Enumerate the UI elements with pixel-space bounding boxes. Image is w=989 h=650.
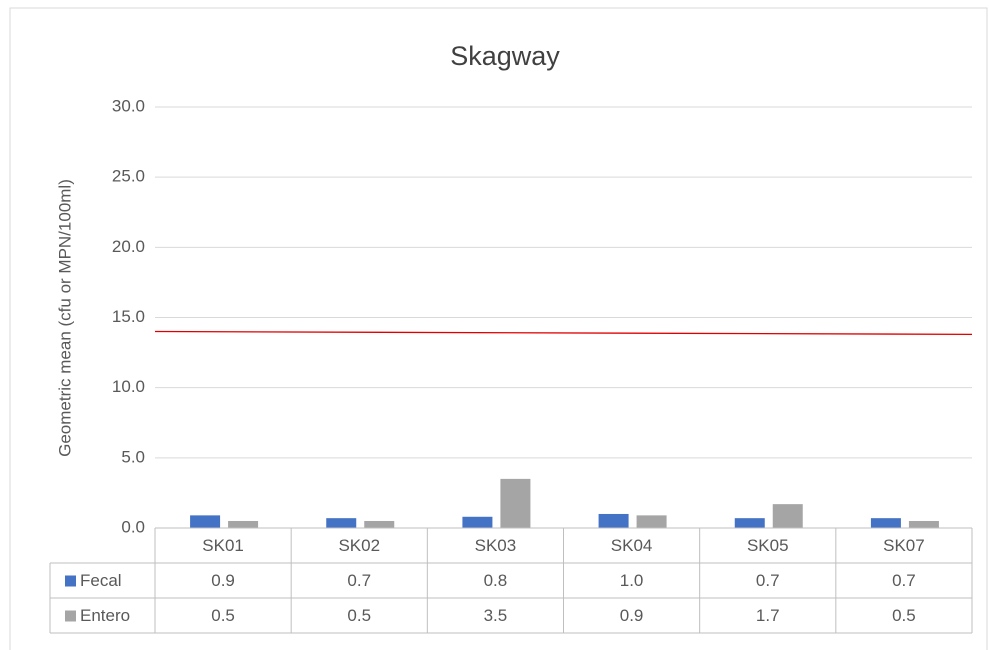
legend-swatch: [65, 610, 76, 622]
table-value: 0.7: [347, 571, 371, 590]
legend-label: Entero: [80, 606, 130, 625]
bar: [772, 504, 803, 528]
table-value: 0.5: [347, 606, 371, 625]
x-tick-label: SK05: [747, 536, 789, 555]
table-value: 0.7: [756, 571, 780, 590]
table-value: 0.5: [211, 606, 235, 625]
table-value: 0.7: [892, 571, 916, 590]
chart-title: Skagway: [450, 41, 560, 71]
y-tick-label: 0.0: [121, 517, 145, 536]
bar: [228, 520, 259, 528]
table-value: 0.5: [892, 606, 916, 625]
x-tick-label: SK02: [338, 536, 380, 555]
table-value: 0.8: [484, 571, 508, 590]
bar: [734, 518, 765, 528]
y-tick-label: 25.0: [112, 167, 145, 186]
table-value: 1.0: [620, 571, 644, 590]
y-tick-label: 20.0: [112, 237, 145, 256]
table-value: 0.9: [211, 571, 235, 590]
table-value: 3.5: [484, 606, 508, 625]
bar: [190, 515, 221, 528]
bar: [908, 520, 939, 528]
chart-border: [9, 7, 988, 650]
legend-label: Fecal: [80, 571, 122, 590]
x-tick-label: SK04: [611, 536, 653, 555]
bar: [598, 513, 629, 528]
y-axis-label: Geometric mean (cfu or MPN/100ml): [55, 179, 74, 457]
y-tick-label: 5.0: [121, 447, 145, 466]
x-tick-label: SK01: [202, 536, 244, 555]
bar: [636, 515, 667, 528]
legend-swatch: [65, 575, 76, 587]
y-tick-label: 30.0: [112, 96, 145, 115]
x-tick-label: SK07: [883, 536, 925, 555]
bar: [870, 518, 901, 528]
bar: [364, 520, 395, 528]
bar: [326, 518, 357, 528]
y-tick-label: 10.0: [112, 377, 145, 396]
bar: [500, 478, 531, 528]
table-value: 0.9: [620, 606, 644, 625]
table-value: 1.7: [756, 606, 780, 625]
y-tick-label: 15.0: [112, 307, 145, 326]
reference-line: [154, 330, 973, 335]
x-tick-label: SK03: [475, 536, 517, 555]
bar: [462, 516, 493, 528]
